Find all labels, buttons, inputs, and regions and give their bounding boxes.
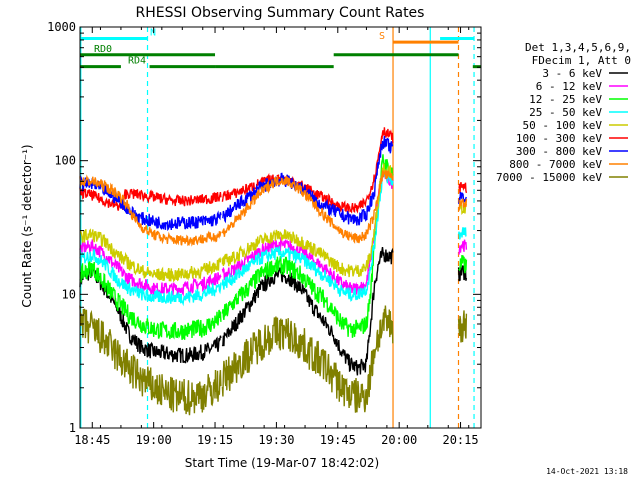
legend-label-6: 300 - 800 keV [516, 145, 602, 158]
y-axis-title: Count Rate (s⁻¹ detector⁻¹) [20, 144, 34, 307]
x-tick-label-2: 19:15 [197, 433, 233, 447]
series-line-5 [79, 127, 468, 214]
series-line-8 [79, 305, 468, 416]
x-tick-label-4: 19:45 [320, 433, 356, 447]
x-tick-label-0: 18:45 [74, 433, 110, 447]
series-line-7 [79, 170, 468, 247]
legend-label-2: 12 - 25 keV [529, 93, 602, 106]
legend-label-7: 800 - 7000 keV [509, 158, 602, 171]
y-tick-label-0: 1 [69, 421, 76, 435]
legend-header-line-0: Det 1,3,4,5,6,9, [525, 41, 631, 54]
legend-label-8: 7000 - 15000 keV [496, 171, 602, 184]
plot-border [79, 26, 482, 429]
axes: 18:45 19:00 19:15 19:30 19:45 20:00 20:15 1 10 10… [47, 20, 481, 447]
series-line-2 [79, 154, 468, 340]
series-line-3 [79, 168, 467, 307]
legend-label-0: 3 - 6 keV [542, 67, 602, 80]
plot-frame [79, 26, 482, 429]
flag-label-rd4: RD4 [128, 56, 146, 67]
legend-header-line-1: FDecim 1, Att 0 [532, 54, 631, 67]
series-lines [79, 127, 468, 416]
flag-label-s: S [379, 31, 385, 42]
flag-label-n: N [150, 28, 156, 39]
legend-label-4: 50 - 100 keV [523, 119, 603, 132]
y-tick-label-2: 100 [54, 154, 76, 168]
x-tick-label-6: 20:15 [442, 433, 478, 447]
x-axis-title: Start Time (19-Mar-07 18:42:02) [185, 456, 379, 470]
x-tick-label-5: 20:00 [381, 433, 417, 447]
legend: Det 1,3,4,5,6,9,FDecim 1, Att 03 - 6 keV… [496, 41, 631, 184]
chart-title: RHESSI Observing Summary Count Rates [136, 5, 425, 21]
legend-label-1: 6 - 12 keV [536, 80, 603, 93]
legend-label-3: 25 - 50 keV [529, 106, 602, 119]
flag-bars: N S RD0 RD4 [80, 28, 481, 69]
x-tick-label-3: 19:30 [258, 433, 294, 447]
flag-label-rd0: RD0 [94, 44, 112, 55]
footer-timestamp: 14-Oct-2021 13:18 [546, 467, 628, 476]
y-tick-label-3: 1000 [47, 20, 76, 34]
y-tick-label-1: 10 [62, 287, 76, 301]
vertical-markers [80, 27, 475, 428]
x-tick-label-1: 19:00 [136, 433, 172, 447]
legend-label-5: 100 - 300 keV [516, 132, 602, 145]
